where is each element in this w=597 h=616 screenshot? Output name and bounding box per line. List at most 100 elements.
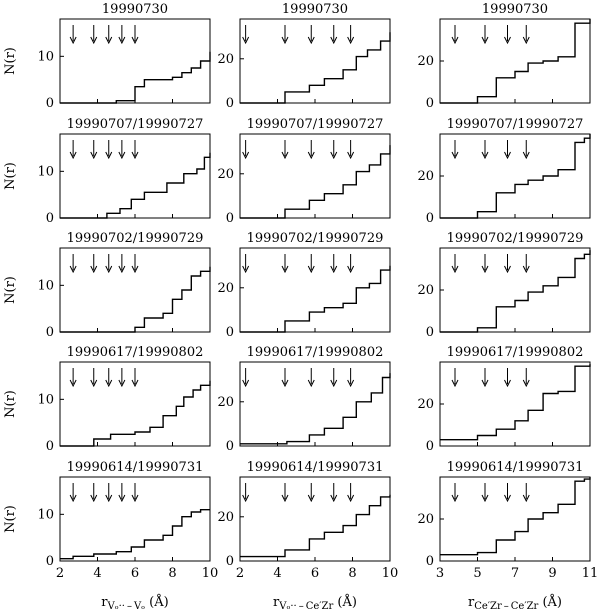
marker-arrow-head bbox=[330, 36, 338, 45]
x-axis-label-sub: Vₒ·· – Vₒ bbox=[107, 601, 146, 612]
marker-arrow-head bbox=[307, 36, 315, 45]
step-series bbox=[240, 494, 391, 558]
step-series bbox=[240, 32, 391, 104]
y-tick-label: 20 bbox=[417, 397, 434, 412]
marker-arrow-head bbox=[69, 151, 77, 160]
y-tick-label: 10 bbox=[37, 49, 54, 64]
marker-arrow-head bbox=[330, 494, 338, 503]
y-tick-label: 0 bbox=[226, 439, 234, 454]
y-tick-label: 20 bbox=[417, 54, 434, 69]
x-tick-label: 6 bbox=[311, 566, 319, 581]
y-tick-label: 0 bbox=[226, 554, 234, 569]
marker-arrow-head bbox=[281, 494, 289, 503]
marker-arrow-head bbox=[118, 36, 126, 45]
step-series bbox=[240, 265, 391, 333]
x-tick-label: 10 bbox=[202, 566, 219, 581]
x-tick-label: 2 bbox=[56, 566, 64, 581]
step-series bbox=[440, 364, 591, 441]
x-tick-label: 8 bbox=[168, 566, 176, 581]
y-tick-label: 0 bbox=[226, 96, 234, 111]
x-axis-label: rCe′Zr – Ce′Zr (Å) bbox=[468, 594, 562, 612]
x-tick-label: 2 bbox=[236, 566, 244, 581]
marker-arrow-head bbox=[105, 379, 113, 388]
x-tick-label: 9 bbox=[548, 566, 556, 581]
y-tick-label: 0 bbox=[46, 439, 54, 454]
marker-arrow-head bbox=[90, 379, 98, 388]
marker-arrow-head bbox=[69, 494, 77, 503]
y-tick-label: 0 bbox=[46, 325, 54, 340]
y-tick-label: 20 bbox=[217, 167, 234, 182]
y-axis-label: N(r) bbox=[3, 162, 18, 190]
marker-arrow-head bbox=[451, 265, 459, 274]
panel-frame bbox=[439, 247, 591, 333]
marker-arrow-head bbox=[307, 379, 315, 388]
panel-frame bbox=[239, 18, 391, 104]
panel-frame bbox=[439, 361, 591, 447]
step-series bbox=[60, 380, 211, 447]
marker-arrow-head bbox=[90, 494, 98, 503]
panel-title: 19990614/19990731 bbox=[447, 460, 584, 475]
x-tick-label: 7 bbox=[511, 566, 519, 581]
y-tick-label: 20 bbox=[217, 510, 234, 525]
y-tick-label: 10 bbox=[37, 392, 54, 407]
marker-arrow-head bbox=[118, 494, 126, 503]
marker-arrow-head bbox=[105, 265, 113, 274]
panel-frame bbox=[239, 133, 391, 219]
step-series bbox=[60, 51, 211, 104]
marker-arrow-head bbox=[522, 265, 530, 274]
step-series bbox=[440, 250, 591, 333]
x-axis-label-unit: (Å) bbox=[333, 594, 357, 610]
marker-arrow-head bbox=[347, 379, 355, 388]
marker-arrow-head bbox=[90, 265, 98, 274]
marker-arrow-head bbox=[481, 379, 489, 388]
y-tick-label: 0 bbox=[226, 211, 234, 226]
marker-arrow-head bbox=[307, 265, 315, 274]
marker-arrow-head bbox=[242, 379, 250, 388]
y-tick-label: 20 bbox=[217, 52, 234, 67]
marker-arrow-head bbox=[330, 265, 338, 274]
step-series bbox=[60, 152, 211, 219]
y-tick-label: 20 bbox=[417, 169, 434, 184]
panel-frame bbox=[239, 247, 391, 333]
step-series bbox=[440, 477, 591, 556]
x-tick-label: 5 bbox=[473, 566, 481, 581]
panel-frame bbox=[239, 361, 391, 447]
marker-arrow-head bbox=[281, 151, 289, 160]
y-tick-label: 0 bbox=[46, 554, 54, 569]
y-tick-label: 20 bbox=[217, 281, 234, 296]
marker-arrow-head bbox=[481, 265, 489, 274]
marker-arrow-head bbox=[90, 151, 98, 160]
y-tick-label: 20 bbox=[217, 395, 234, 410]
marker-arrow-head bbox=[105, 36, 113, 45]
y-tick-label: 10 bbox=[37, 507, 54, 522]
marker-arrow-head bbox=[131, 265, 139, 274]
marker-arrow-head bbox=[69, 265, 77, 274]
marker-arrow-head bbox=[522, 494, 530, 503]
x-tick-label: 4 bbox=[273, 566, 281, 581]
marker-arrow-head bbox=[118, 265, 126, 274]
marker-arrow-head bbox=[522, 36, 530, 45]
step-series bbox=[60, 266, 211, 333]
x-axis-label-sub: Vₒ·· – Ce′Zr bbox=[278, 601, 333, 612]
panel-frame bbox=[439, 18, 591, 104]
step-series bbox=[240, 145, 391, 219]
step-series bbox=[240, 373, 391, 445]
y-tick-label: 10 bbox=[37, 164, 54, 179]
x-axis-label-unit: (Å) bbox=[538, 594, 562, 610]
marker-arrow-head bbox=[242, 151, 250, 160]
marker-arrow-head bbox=[105, 151, 113, 160]
panel-title: 19990617/19990802 bbox=[247, 345, 384, 360]
marker-arrow-head bbox=[131, 494, 139, 503]
y-tick-label: 0 bbox=[426, 554, 434, 569]
marker-arrow-head bbox=[347, 151, 355, 160]
marker-arrow-head bbox=[118, 151, 126, 160]
panel-frame bbox=[439, 133, 591, 219]
x-axis-label-main: r bbox=[468, 595, 475, 610]
marker-arrow-head bbox=[451, 379, 459, 388]
marker-arrow-head bbox=[242, 494, 250, 503]
marker-arrow-head bbox=[451, 151, 459, 160]
panel-title: 19990730 bbox=[482, 2, 548, 17]
marker-arrow-head bbox=[481, 36, 489, 45]
marker-arrow-head bbox=[522, 379, 530, 388]
y-axis-label: N(r) bbox=[3, 505, 18, 533]
